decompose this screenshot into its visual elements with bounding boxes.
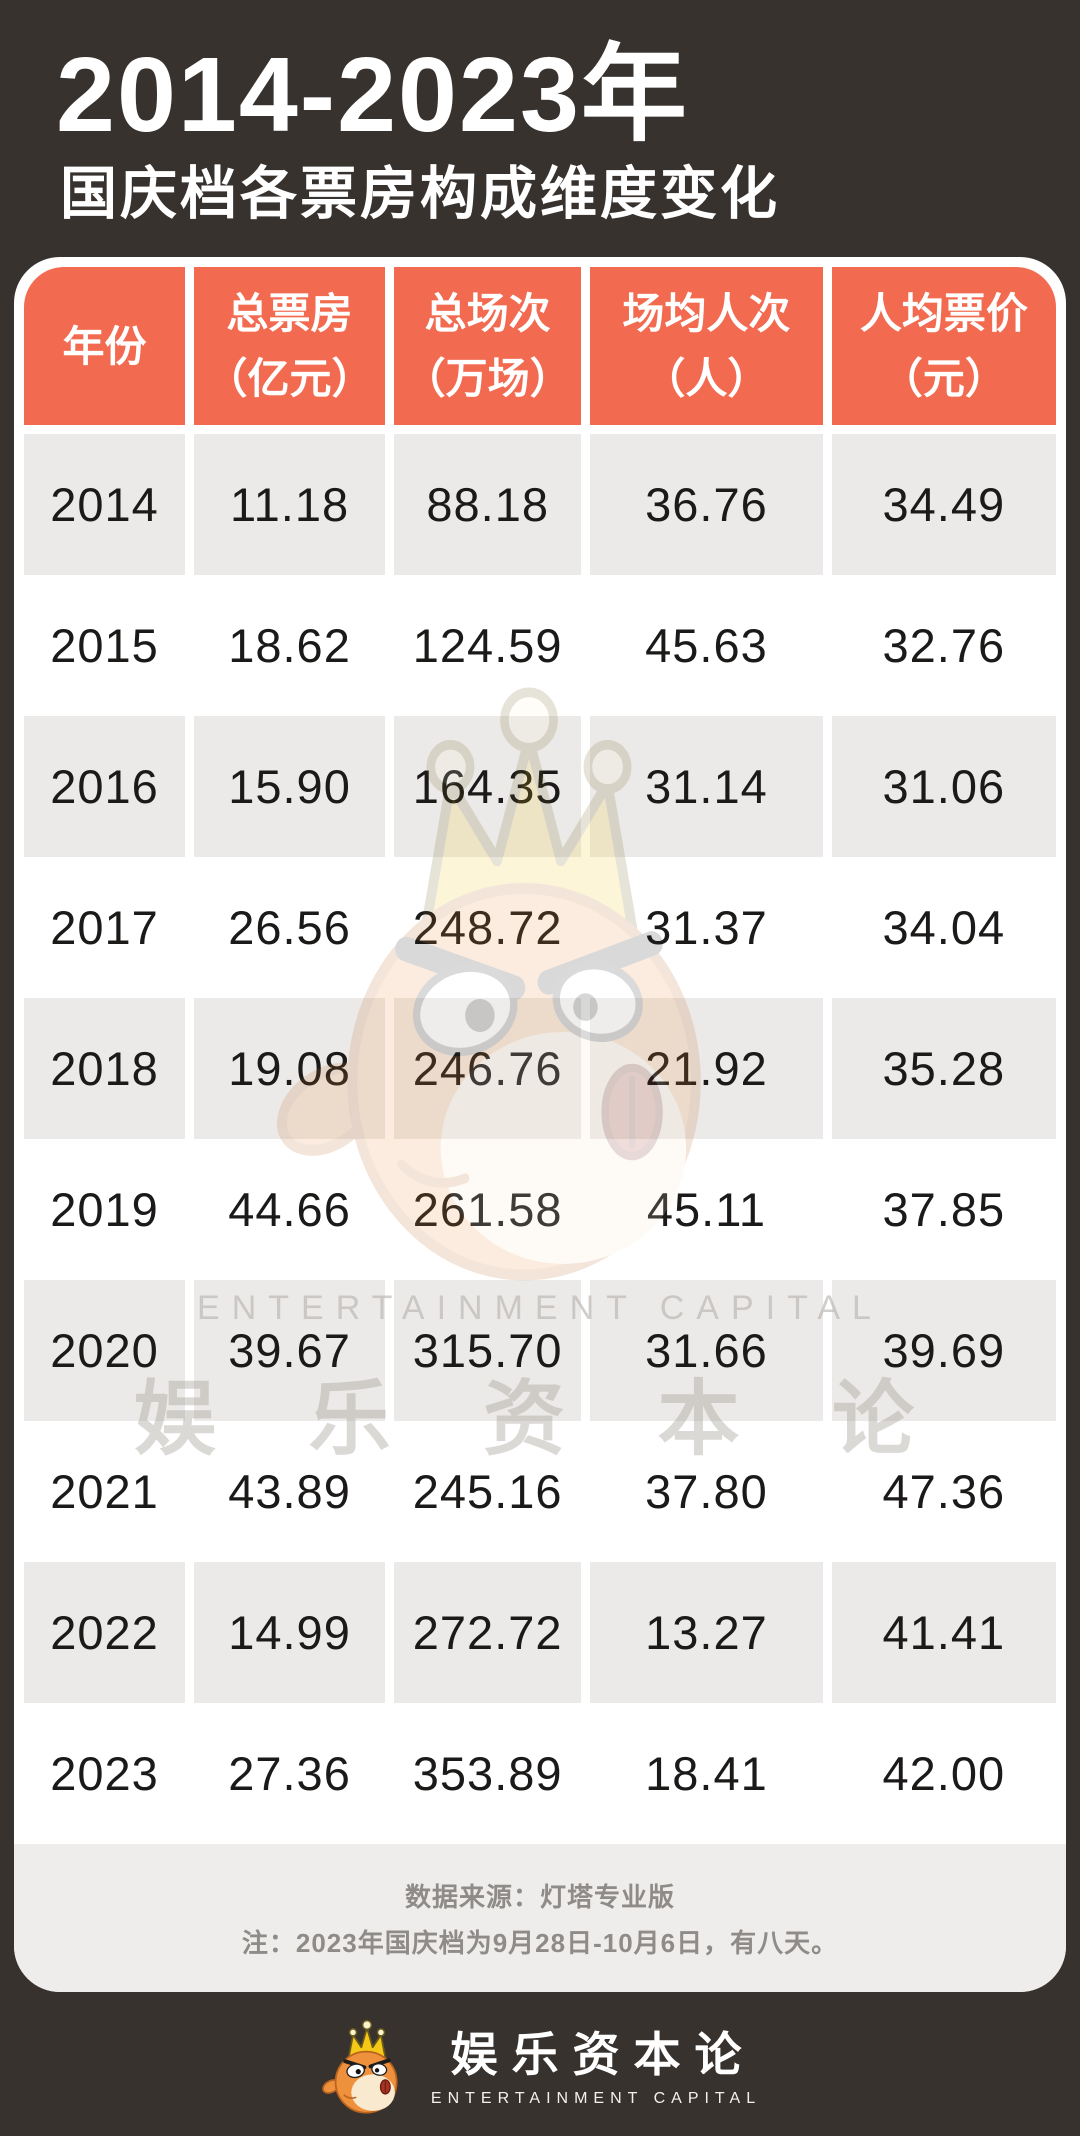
- page-title: 2014-2023年: [56, 36, 689, 154]
- table-cell: 31.66: [590, 1280, 823, 1422]
- table-row: 2017 26.56 248.72 31.37 34.04: [24, 857, 1056, 998]
- table-cell: 124.59: [412, 619, 563, 673]
- table-cell: 14.99: [193, 1562, 386, 1704]
- header-label: 总票房: [226, 290, 353, 338]
- table-cell: 2014: [24, 434, 185, 576]
- table-row: 2021 43.89 245.16 37.80 47.36: [24, 1421, 1056, 1562]
- remark-note: 注：2023年国庆档为9月28日-10月6日，有八天。: [241, 1927, 839, 1958]
- header-label-unit: （万场）: [403, 355, 572, 403]
- header-label-unit: （亿元）: [205, 355, 374, 403]
- table-cell: 2019: [50, 1183, 159, 1237]
- table-cell: 42.00: [882, 1747, 1006, 1801]
- table-cell: 26.56: [228, 901, 351, 955]
- table-cell: 35.28: [831, 998, 1056, 1140]
- header-label: 总场次: [424, 290, 551, 338]
- header-cell-total-screenings: 总场次 （万场）: [394, 267, 582, 426]
- table-cell: 27.36: [228, 1747, 351, 1801]
- table-cell: 37.80: [645, 1465, 768, 1519]
- table-row: 2014 11.18 88.18 36.76 34.49: [24, 434, 1056, 576]
- table-cell: 21.92: [590, 998, 823, 1140]
- table-cell: 31.14: [590, 716, 823, 858]
- table-cell: 18.62: [228, 619, 351, 673]
- table-cell: 245.16: [412, 1465, 563, 1519]
- table-cell: 2015: [50, 619, 159, 673]
- table-row: 2022 14.99 272.72 13.27 41.41: [24, 1562, 1056, 1704]
- header-label: 人均票价: [859, 290, 1028, 338]
- title-block: 2014-2023年 国庆档各票房构成维度变化: [0, 0, 1080, 227]
- table-cell: 44.66: [228, 1183, 351, 1237]
- table-cell: 315.70: [394, 1280, 582, 1422]
- table-cell: 31.37: [645, 901, 768, 955]
- table-cell: 272.72: [394, 1562, 582, 1704]
- table-cell: 353.89: [412, 1747, 563, 1801]
- table-cell: 31.06: [831, 716, 1056, 858]
- table-cell: 261.58: [412, 1183, 563, 1237]
- table-cell: 34.49: [831, 434, 1056, 576]
- header-cell-avg-admissions: 场均人次 （人）: [590, 267, 823, 426]
- table-cell: 39.67: [193, 1280, 386, 1422]
- table-cell: 2017: [50, 901, 159, 955]
- pufferfish-mascot-icon: [318, 2018, 399, 2115]
- header-cell-total-boxoffice: 总票房 （亿元）: [193, 267, 386, 426]
- table-cell: 45.63: [645, 619, 768, 673]
- header-label-unit: （人）: [643, 355, 770, 403]
- table-cell: 34.04: [882, 901, 1006, 955]
- table-body: 2014 11.18 88.18 36.76 34.49 2015 18.62 124.59 4…: [24, 434, 1056, 1844]
- table-cell: 2021: [50, 1465, 159, 1519]
- table-cell: 39.69: [831, 1280, 1056, 1422]
- table-cell: 2022: [24, 1562, 185, 1704]
- brand-logo: 娱乐资本论 ENTERTAINMENT CAPITAL: [0, 2002, 1080, 2136]
- brand-name-en: ENTERTAINMENT CAPITAL: [430, 2090, 762, 2108]
- table-header-row: 年份 总票房 （亿元） 总场次 （万场） 场均人次 （人） 人均票价 （元）: [24, 267, 1056, 426]
- note-band: 数据来源：灯塔专业版 注：2023年国庆档为9月28日-10月6日，有八天。: [14, 1844, 1066, 1993]
- table-cell: 13.27: [590, 1562, 823, 1704]
- header-cell-avg-ticket-price: 人均票价 （元）: [831, 267, 1056, 426]
- table-cell: 248.72: [412, 901, 563, 955]
- table-cell: 18.41: [645, 1747, 768, 1801]
- table-row: 2023 27.36 353.89 18.41 42.00: [24, 1703, 1056, 1844]
- table-cell: 43.89: [228, 1465, 351, 1519]
- header-label-unit: （元）: [880, 355, 1007, 403]
- table-cell: 2020: [24, 1280, 185, 1422]
- data-source-note: 数据来源：灯塔专业版: [404, 1881, 675, 1912]
- table-cell: 41.41: [831, 1562, 1056, 1704]
- table-cell: 88.18: [394, 434, 582, 576]
- page-subtitle: 国庆档各票房构成维度变化: [60, 162, 780, 227]
- table-cell: 246.76: [394, 998, 582, 1140]
- table-cell: 32.76: [882, 619, 1006, 673]
- table-row: 2015 18.62 124.59 45.63 32.76: [24, 575, 1056, 716]
- table-cell: 2018: [24, 998, 185, 1140]
- table-cell: 11.18: [193, 434, 386, 576]
- table-row: 2019 44.66 261.58 45.11 37.85: [24, 1139, 1056, 1280]
- header-label: 场均人次: [622, 290, 791, 338]
- table-cell: 37.85: [882, 1183, 1006, 1237]
- table-cell: 19.08: [193, 998, 386, 1140]
- table-row: 2016 15.90 164.35 31.14 31.06: [24, 716, 1056, 858]
- table-cell: 36.76: [590, 434, 823, 576]
- table-cell: 2016: [24, 716, 185, 858]
- table-cell: 47.36: [882, 1465, 1006, 1519]
- data-table-card: 年份 总票房 （亿元） 总场次 （万场） 场均人次 （人） 人均票价 （元） 2…: [14, 257, 1066, 1993]
- brand-name-cn: 娱乐资本论: [450, 2027, 756, 2083]
- header-cell-year: 年份: [24, 267, 185, 426]
- table-cell: 15.90: [193, 716, 386, 858]
- header-label: 年份: [62, 322, 147, 370]
- table-row: 2020 39.67 315.70 31.66 39.69: [24, 1280, 1056, 1422]
- table-cell: 164.35: [394, 716, 582, 858]
- brand-text-block: 娱乐资本论 ENTERTAINMENT CAPITAL: [430, 2027, 762, 2109]
- table-cell: 45.11: [646, 1183, 766, 1237]
- table-cell: 2023: [50, 1747, 159, 1801]
- table-row: 2018 19.08 246.76 21.92 35.28: [24, 998, 1056, 1140]
